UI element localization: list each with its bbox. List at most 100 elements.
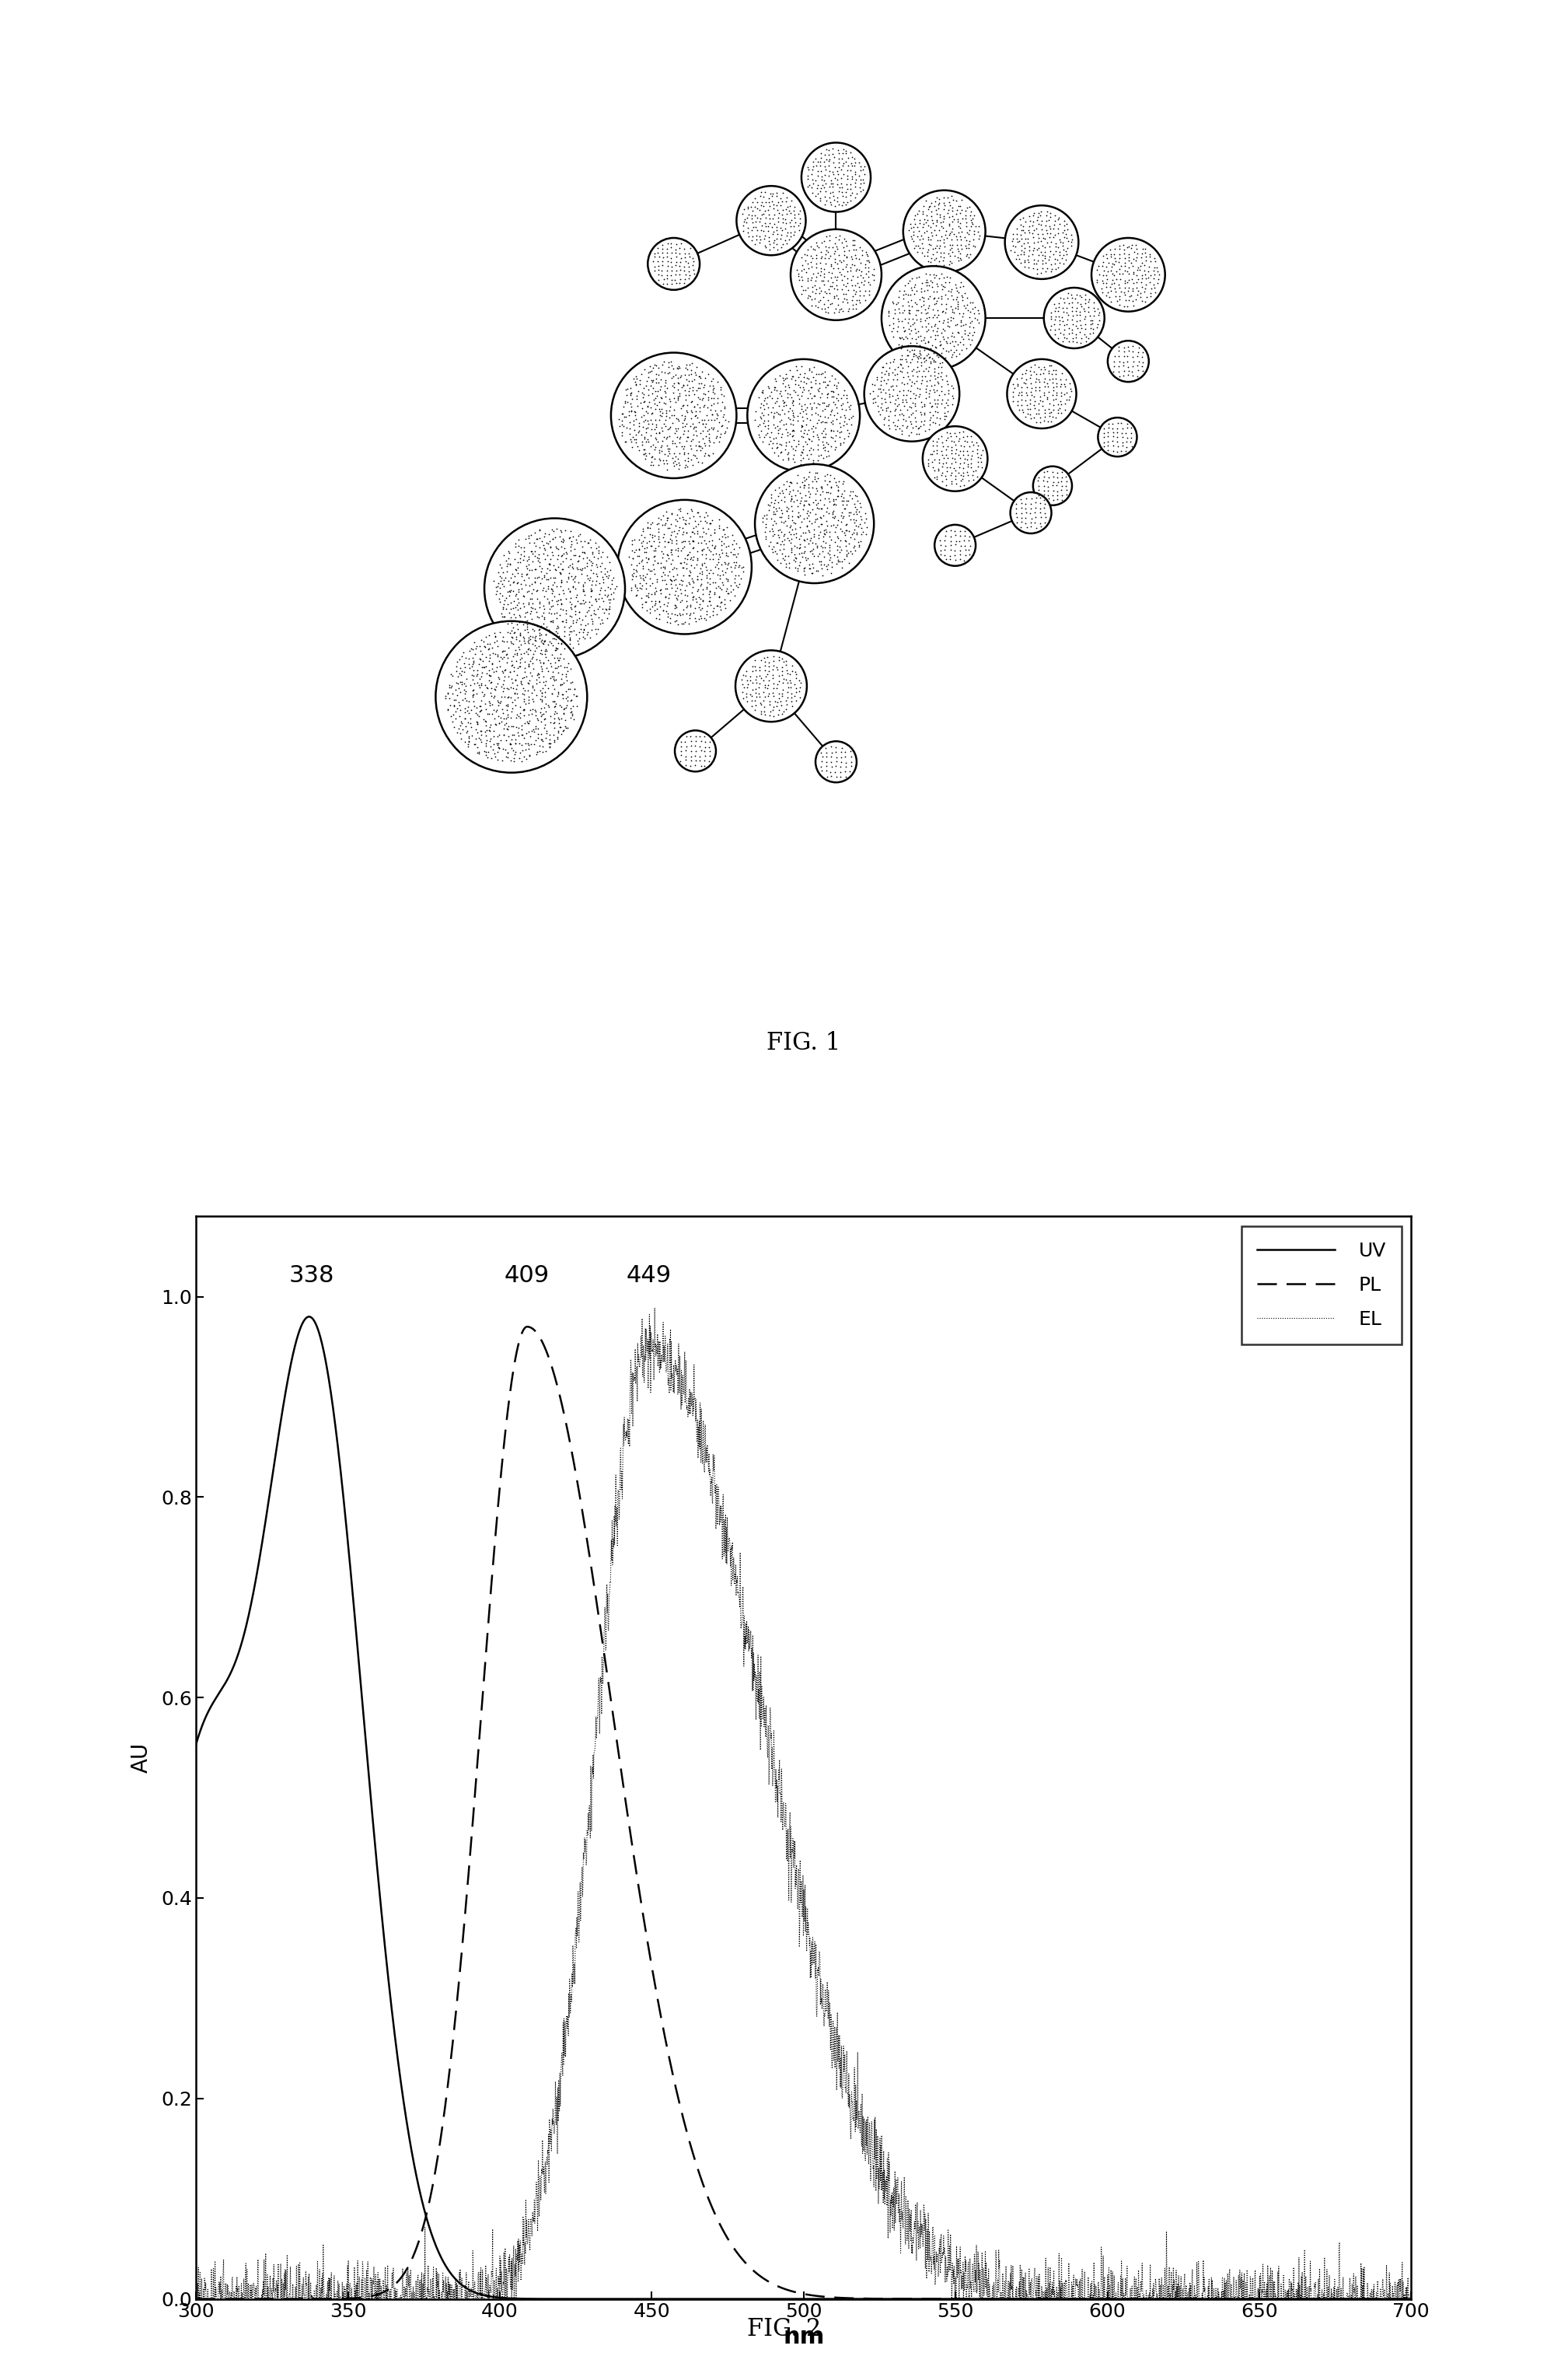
Point — [491, 638, 516, 675]
Point — [1005, 365, 1030, 403]
Point — [732, 201, 757, 239]
Point — [771, 526, 797, 564]
Point — [685, 559, 710, 597]
Point — [613, 370, 638, 408]
Point — [834, 133, 859, 171]
Point — [544, 694, 569, 732]
Point — [756, 675, 781, 713]
Point — [1016, 249, 1041, 287]
Point — [627, 557, 652, 595]
Point — [779, 488, 804, 526]
Point — [1060, 320, 1085, 358]
Point — [1046, 292, 1071, 329]
Point — [495, 709, 521, 747]
Point — [883, 351, 908, 389]
Point — [682, 398, 707, 436]
Point — [549, 666, 574, 704]
Text: 449: 449 — [626, 1263, 671, 1287]
Point — [814, 751, 839, 789]
Point — [1120, 327, 1145, 365]
Point — [660, 443, 685, 481]
Point — [492, 659, 517, 697]
Point — [505, 547, 530, 585]
Point — [646, 505, 671, 543]
Point — [1112, 268, 1137, 306]
Point — [1120, 225, 1145, 263]
Point — [908, 408, 933, 446]
Point — [607, 401, 632, 438]
Point — [936, 308, 961, 346]
Point — [825, 161, 850, 199]
Point — [883, 405, 908, 443]
Point — [909, 235, 935, 273]
Point — [543, 645, 568, 683]
Point — [892, 301, 917, 339]
Point — [663, 256, 688, 294]
Point — [599, 562, 624, 600]
Point — [938, 273, 963, 310]
Point — [500, 619, 525, 656]
Point — [800, 161, 825, 199]
Point — [842, 476, 867, 514]
Point — [726, 569, 751, 607]
Point — [575, 524, 601, 562]
Point — [914, 211, 939, 249]
Point — [834, 152, 859, 190]
Point — [931, 246, 956, 284]
Point — [1008, 488, 1033, 526]
Point — [527, 519, 552, 557]
Point — [889, 287, 914, 325]
Point — [927, 443, 952, 481]
Point — [681, 498, 706, 536]
Point — [836, 182, 861, 220]
Point — [797, 474, 822, 512]
Point — [681, 569, 706, 607]
Point — [776, 438, 801, 476]
Point — [898, 275, 924, 313]
Point — [775, 216, 800, 254]
Point — [1073, 310, 1098, 348]
Point — [740, 647, 765, 685]
Point — [459, 716, 485, 754]
Point — [911, 386, 936, 424]
Point — [506, 735, 532, 773]
Point — [949, 180, 974, 218]
Point — [549, 621, 574, 659]
Point — [522, 621, 547, 659]
Point — [695, 495, 720, 533]
Point — [828, 543, 853, 581]
Point — [837, 182, 862, 220]
Point — [822, 512, 847, 550]
Point — [913, 396, 938, 434]
Point — [833, 749, 858, 787]
Point — [756, 367, 781, 405]
Point — [917, 398, 942, 436]
Point — [1035, 249, 1060, 287]
Point — [485, 732, 510, 770]
Point — [801, 377, 826, 415]
Point — [798, 533, 823, 571]
Point — [657, 429, 682, 467]
Point — [814, 735, 839, 773]
Point — [734, 668, 759, 706]
Point — [851, 265, 877, 303]
Point — [519, 574, 544, 611]
Point — [1055, 230, 1080, 268]
Point — [806, 372, 831, 410]
Point — [698, 422, 723, 460]
Point — [877, 377, 902, 415]
Point — [768, 417, 793, 455]
Point — [944, 220, 969, 258]
Point — [706, 566, 731, 604]
Point — [681, 446, 706, 483]
Point — [767, 690, 792, 728]
Point — [909, 277, 935, 315]
Point — [674, 422, 699, 460]
Point — [558, 529, 583, 566]
Point — [851, 502, 877, 540]
Point — [848, 164, 873, 201]
Point — [1142, 249, 1167, 287]
Point — [657, 398, 682, 436]
Point — [850, 230, 875, 268]
UV — [1402, 2285, 1421, 2313]
